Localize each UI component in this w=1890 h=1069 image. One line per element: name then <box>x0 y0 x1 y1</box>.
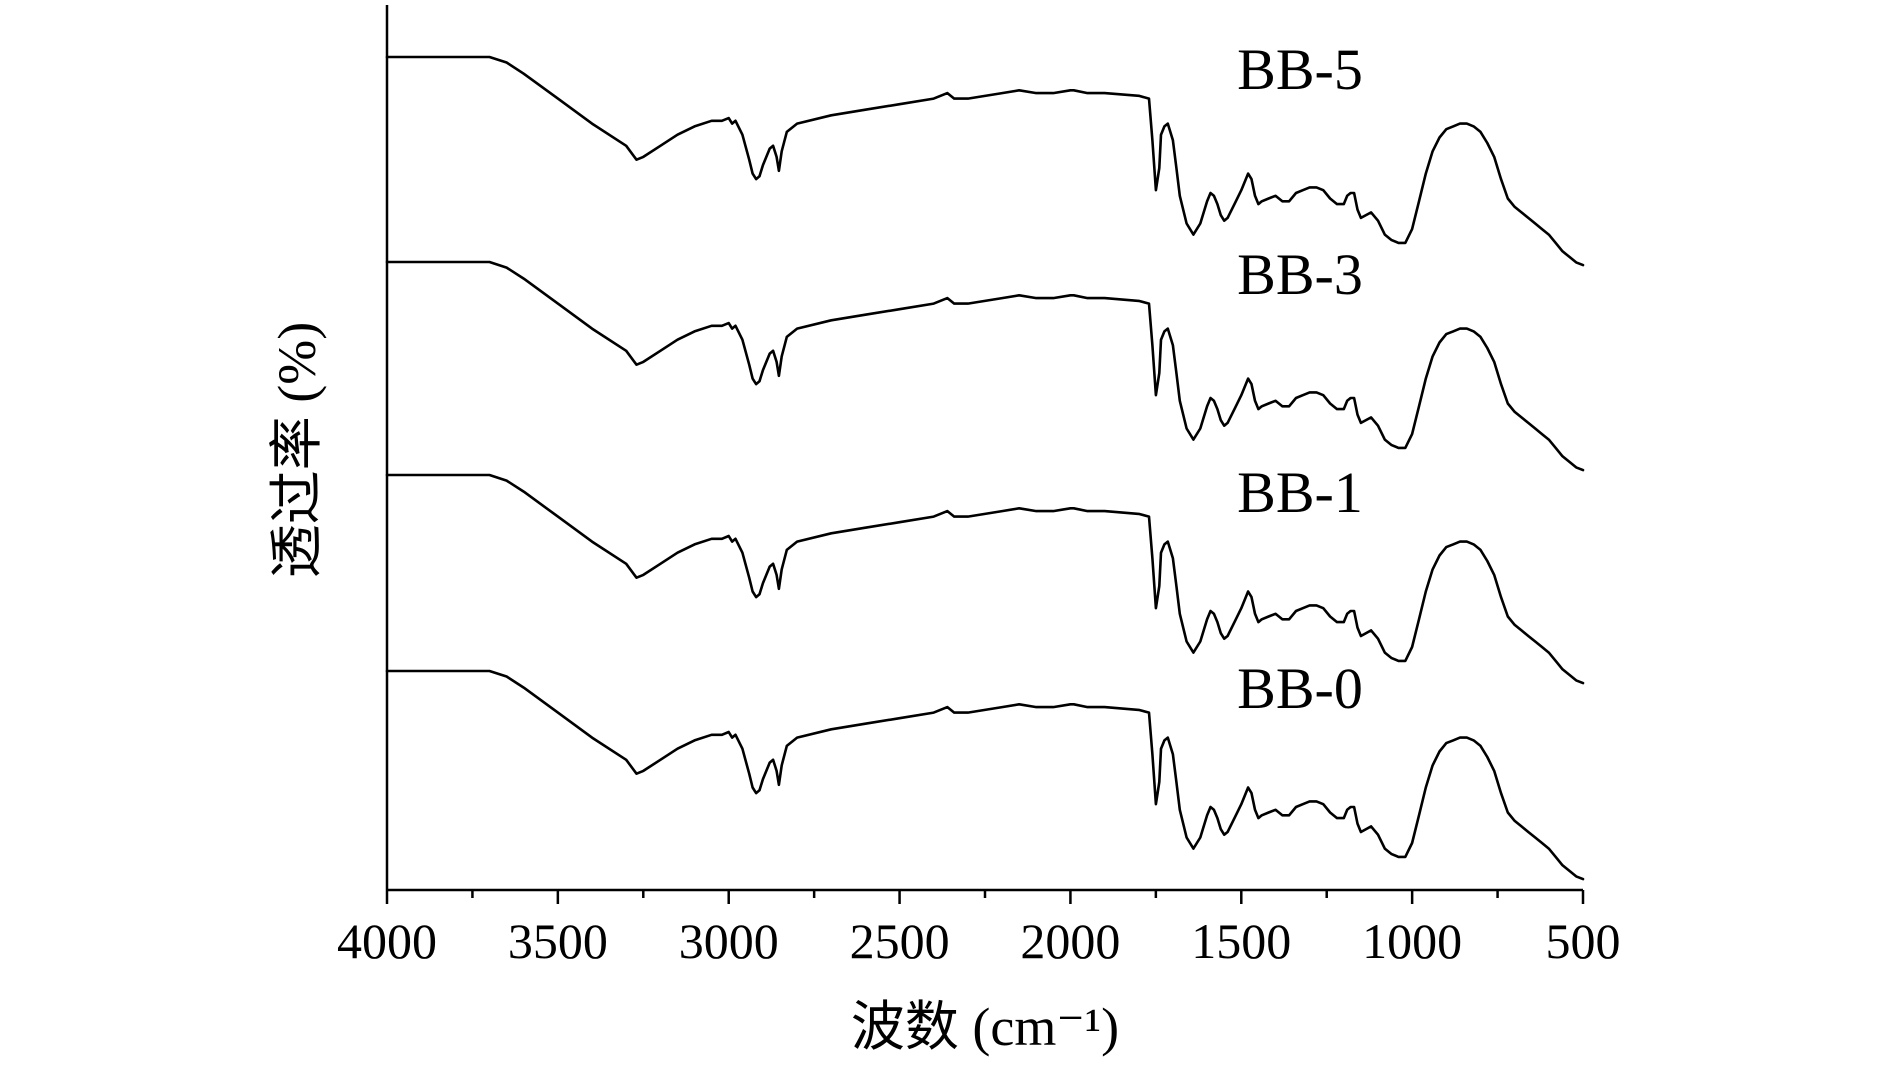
x-tick-label: 3000 <box>679 913 779 969</box>
chart-axes: 4000 3500 3000 2500 2000 1500 1000 500 <box>337 5 1621 969</box>
x-tick-label: 1500 <box>1191 913 1291 969</box>
series-group <box>385 55 1585 881</box>
x-tick-label: 500 <box>1546 913 1621 969</box>
series-label-bb-1: BB-1 <box>1237 460 1363 525</box>
series-labels: BB-5 BB-3 BB-1 BB-0 <box>1237 37 1363 721</box>
series-line-bb-3 <box>385 260 1585 472</box>
series-line-bb-0 <box>385 669 1585 881</box>
x-axis-title: 波数 (cm⁻¹) <box>851 997 1119 1057</box>
x-tick-label: 2000 <box>1020 913 1120 969</box>
x-tick-label: 1000 <box>1362 913 1462 969</box>
series-label-bb-0: BB-0 <box>1237 656 1363 721</box>
series-label-bb-5: BB-5 <box>1237 37 1363 102</box>
x-tick-label: 3500 <box>508 913 608 969</box>
x-tick-label: 2500 <box>850 913 950 969</box>
series-line-bb-5 <box>385 55 1585 267</box>
series-label-bb-3: BB-3 <box>1237 242 1363 307</box>
x-tick-label: 4000 <box>337 913 437 969</box>
y-axis-title: 透过率 (%) <box>267 322 327 578</box>
series-line-bb-1 <box>385 473 1585 685</box>
